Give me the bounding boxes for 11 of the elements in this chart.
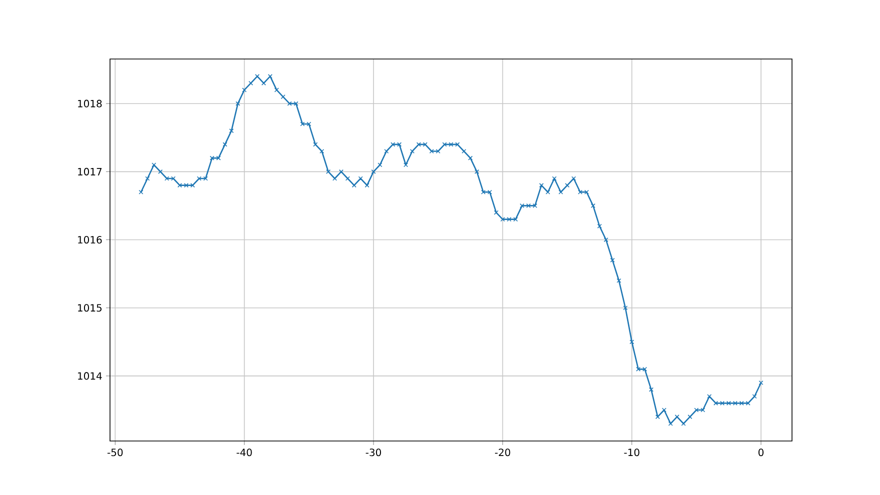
x-tick-label: -20: [494, 448, 510, 456]
x-tick-label: -30: [366, 448, 381, 456]
y-tick-label: 1015: [78, 304, 102, 312]
y-tick-label: 1016: [78, 236, 102, 244]
y-tick-label: 1014: [78, 372, 102, 380]
x-tick-label: -10: [624, 448, 640, 456]
y-tick-label: 1017: [78, 168, 102, 176]
x-tick-label: -50: [107, 448, 123, 456]
x-tick-label: 0: [758, 448, 764, 456]
y-tick-label: 1018: [78, 100, 102, 108]
x-tick-label: -40: [236, 448, 252, 456]
